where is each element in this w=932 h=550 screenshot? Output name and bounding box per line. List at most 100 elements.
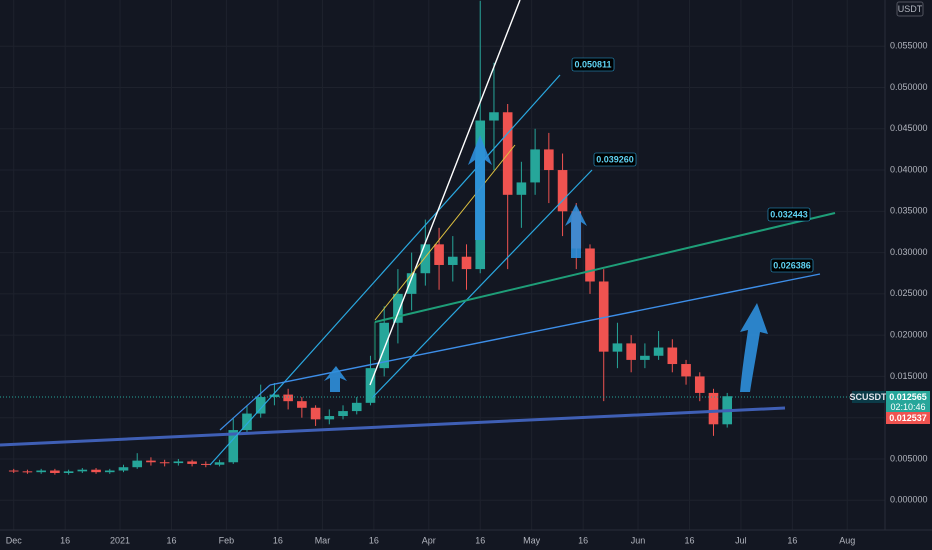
- annotation-label: 0.026386: [773, 260, 811, 270]
- candle-body: [228, 430, 239, 463]
- annotation-box: [767, 207, 811, 222]
- y-tick-label: 0.050000: [890, 82, 928, 92]
- candle-body: [489, 112, 499, 121]
- symbol-tag: [852, 391, 885, 403]
- arrow: [468, 135, 492, 240]
- candle-body: [708, 392, 719, 425]
- y-tick-label: 0.045000: [890, 123, 928, 133]
- candle-body: [585, 248, 595, 282]
- trend-line: [369, 0, 521, 386]
- x-tick-label: May: [523, 535, 541, 545]
- y-tick-label: 0.000000: [890, 495, 928, 505]
- support-line: [0, 406, 786, 447]
- currency-box: [896, 1, 924, 17]
- candle-body: [530, 149, 540, 183]
- candle-body: [324, 416, 335, 420]
- candle-body: [640, 355, 650, 360]
- candle-body: [694, 376, 705, 393]
- x-tick-label: 16: [273, 535, 283, 545]
- candle-body: [283, 394, 293, 402]
- x-tick-label: Mar: [315, 535, 331, 545]
- candle-body: [461, 256, 472, 270]
- x-tick-label: 16: [578, 535, 588, 545]
- y-tick-label: 0.035000: [890, 206, 928, 216]
- annotation-label: 0.032443: [770, 209, 808, 219]
- x-tick-label: 16: [167, 535, 177, 545]
- candle-body: [297, 401, 307, 408]
- candle-body: [653, 347, 664, 356]
- candle-body: [544, 149, 554, 171]
- annotation-box: [571, 57, 615, 72]
- currency: USDT: [898, 4, 923, 14]
- candle-body: [351, 402, 362, 412]
- drawings: [0, 0, 885, 466]
- candle-body: [104, 470, 115, 473]
- candle-body: [201, 463, 211, 465]
- x-tick-label: Feb: [219, 535, 235, 545]
- x-tick-label: 16: [684, 535, 694, 545]
- x-tick-label: Aug: [839, 535, 855, 545]
- price-axis: [885, 0, 932, 530]
- candle-body: [132, 460, 143, 468]
- candle-body: [434, 244, 444, 265]
- x-tick-label: 16: [475, 535, 485, 545]
- candle-body: [626, 343, 636, 360]
- candle-body: [255, 397, 266, 414]
- y-tick-label: 0.055000: [890, 41, 928, 51]
- candle-body: [365, 368, 376, 403]
- annotation-box: [770, 258, 814, 273]
- candle-body: [612, 343, 623, 352]
- other-price: 0.012537: [889, 413, 927, 423]
- candle-body: [242, 413, 252, 431]
- y-tick-label: 0.030000: [890, 247, 928, 257]
- x-tick-label: 16: [60, 535, 70, 545]
- candle-body: [598, 281, 609, 352]
- other-price-tag: [886, 412, 930, 424]
- candle-body: [667, 347, 678, 365]
- arrow: [740, 303, 768, 392]
- trend-line: [269, 273, 821, 386]
- last-price: 0.012565: [889, 392, 927, 402]
- y-tick-label: 0.025000: [890, 288, 928, 298]
- candle-body: [406, 273, 417, 294]
- candle-body: [91, 469, 101, 473]
- candle-body: [159, 462, 170, 464]
- candle-body: [214, 462, 225, 465]
- candle-body: [187, 461, 197, 464]
- candle-body: [420, 244, 431, 274]
- candle-body: [681, 364, 691, 377]
- x-tick-label: 16: [369, 535, 379, 545]
- y-tick-label: 0.040000: [890, 164, 928, 174]
- x-tick-label: 16: [787, 535, 797, 545]
- x-tick-label: Jun: [631, 535, 646, 545]
- candle-body: [173, 461, 184, 464]
- candle-body: [269, 394, 280, 398]
- candle-body: [22, 471, 33, 473]
- candle-body: [77, 469, 88, 472]
- trend-line: [374, 144, 516, 321]
- countdown: 02:10:46: [890, 402, 925, 412]
- symbol-label: SCUSDT: [849, 392, 887, 402]
- candle-body: [393, 293, 403, 323]
- y-tick-label: 0.015000: [890, 371, 928, 381]
- candle-body: [447, 256, 458, 265]
- labels: 0.0000000.0050000.0100000.0150000.020000…: [6, 41, 928, 546]
- candle-body: [379, 322, 389, 369]
- y-tick-label: 0.005000: [890, 453, 928, 463]
- arrow: [565, 204, 587, 258]
- x-tick-label: Jul: [735, 535, 747, 545]
- candle-body: [63, 471, 74, 473]
- candle-body: [50, 470, 60, 473]
- candle-body: [36, 470, 46, 473]
- candle-body: [557, 170, 568, 212]
- arrow: [324, 366, 347, 392]
- trend-line: [209, 74, 561, 466]
- trend-line: [219, 384, 271, 431]
- trend-line: [371, 169, 593, 399]
- candle-body: [310, 407, 321, 420]
- x-tick-label: Apr: [422, 535, 436, 545]
- y-tick-label: 0.020000: [890, 330, 928, 340]
